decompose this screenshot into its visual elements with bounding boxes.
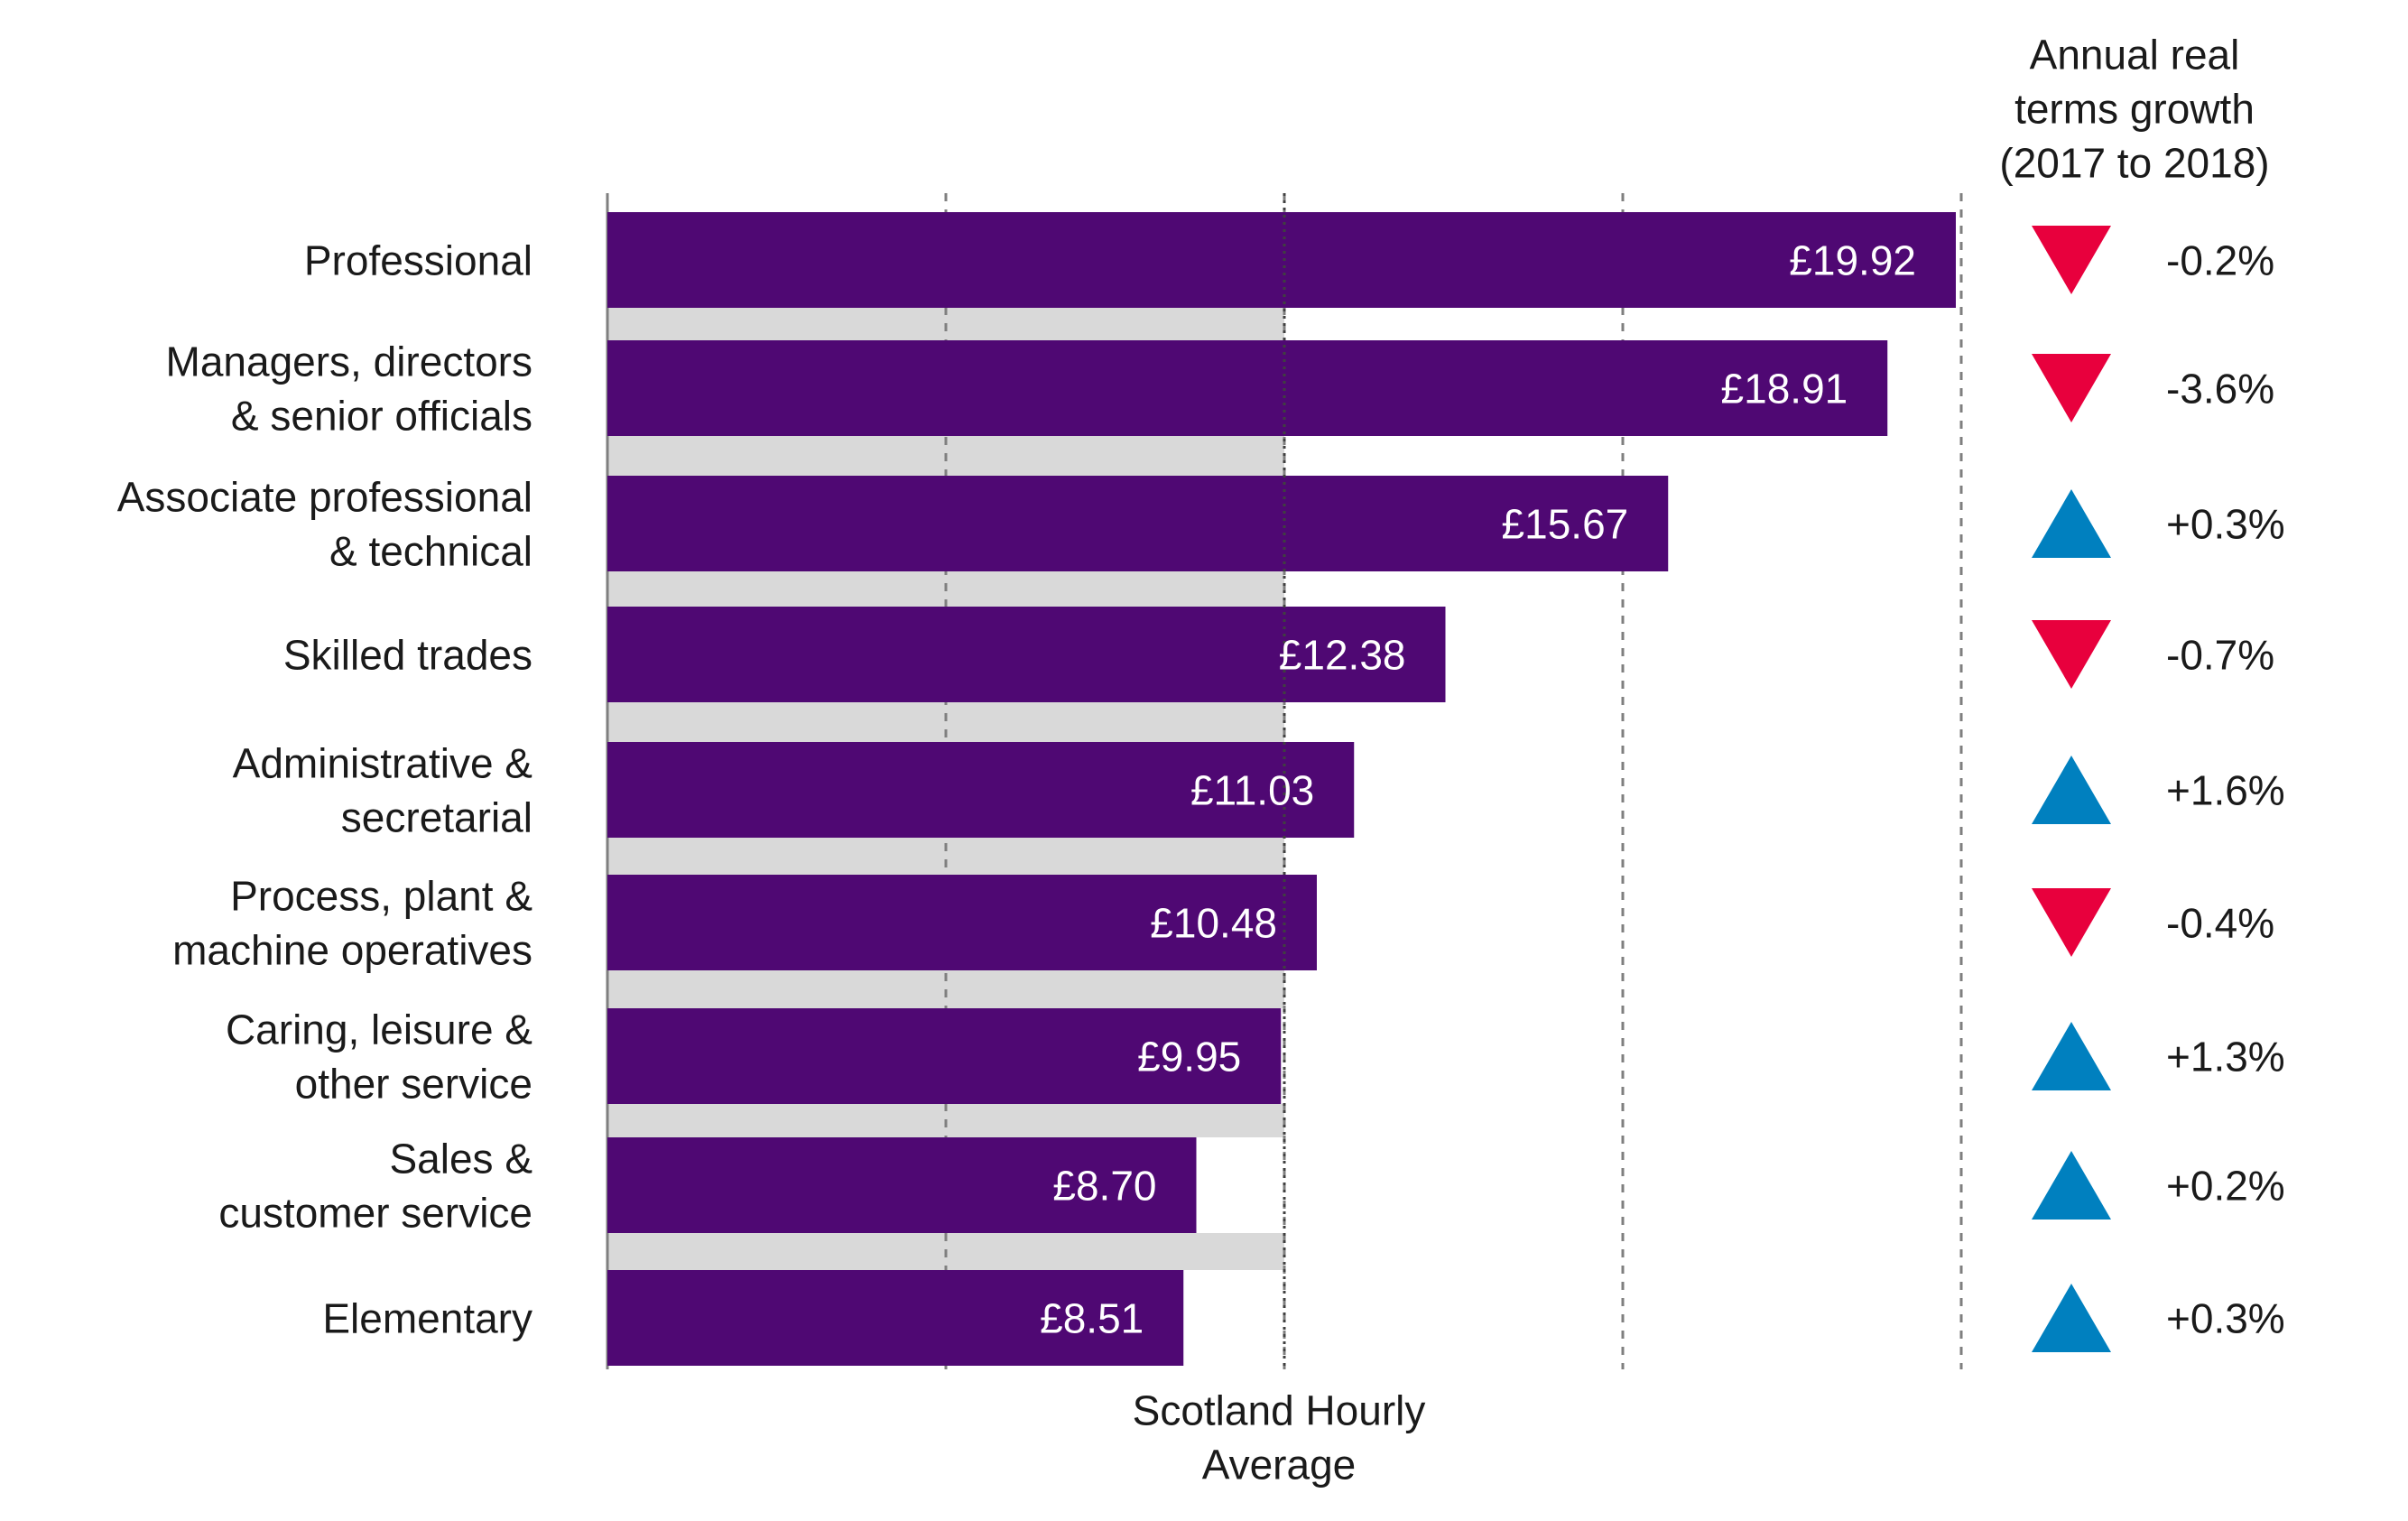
- growth-value-label: -0.7%: [2166, 632, 2274, 679]
- growth-value-label: +0.3%: [2166, 501, 2285, 548]
- growth-indicator-group: -0.2% -3.6% +0.3% -0.7% +1.6% -0.4% +1.3% +0.2%…: [2032, 226, 2285, 1352]
- bar-value-label: £8.51: [1040, 1295, 1144, 1342]
- category-label: Sales & customer service: [218, 1136, 533, 1237]
- average-label-group: Scotland Hourly Average: [1133, 1387, 1426, 1489]
- up-triangle-icon: [2032, 1151, 2111, 1220]
- bar-value-label: £12.38: [1279, 632, 1406, 679]
- value-label-group: £19.92 £18.91 £15.67 £12.38 £11.03 £10.48 £9.9…: [1040, 237, 1916, 1342]
- up-triangle-icon: [2032, 1022, 2111, 1090]
- bar-value-label: £19.92: [1789, 237, 1916, 284]
- up-triangle-icon: [2032, 756, 2111, 824]
- category-label: Process, plant & machine operatives: [172, 873, 533, 974]
- bar: [607, 476, 1669, 571]
- bar-value-label: £11.03: [1190, 767, 1314, 814]
- bar: [607, 340, 1888, 436]
- average-label: Scotland Hourly Average: [1133, 1387, 1426, 1489]
- down-triangle-icon: [2032, 226, 2111, 294]
- growth-value-label: +1.6%: [2166, 767, 2285, 814]
- up-triangle-icon: [2032, 1284, 2111, 1352]
- growth-title: Annual real terms growth (2017 to 2018): [1999, 32, 2269, 187]
- up-triangle-icon: [2032, 489, 2111, 558]
- bar: [607, 607, 1446, 702]
- growth-value-label: +0.3%: [2166, 1295, 2285, 1342]
- bar: [607, 1137, 1197, 1233]
- down-triangle-icon: [2032, 888, 2111, 957]
- growth-value-label: -0.2%: [2166, 237, 2274, 284]
- bar: [607, 742, 1355, 838]
- category-label-group: Professional Managers, directors & senior …: [117, 237, 533, 1342]
- bar-value-label: £18.91: [1721, 366, 1848, 413]
- category-label: Associate professional & technical: [117, 474, 533, 575]
- bar: [607, 1008, 1282, 1104]
- category-label: Caring, leisure & other service: [226, 1006, 533, 1108]
- category-label: Administrative & secretarial: [233, 740, 533, 841]
- bar: [607, 1270, 1184, 1366]
- growth-value-label: +1.3%: [2166, 1034, 2285, 1080]
- bar-group: [607, 212, 1956, 1366]
- bar-value-label: £15.67: [1502, 501, 1629, 548]
- category-label: Skilled trades: [283, 632, 533, 679]
- bar-value-label: £10.48: [1150, 900, 1277, 947]
- category-label: Elementary: [322, 1295, 533, 1342]
- category-label: Managers, directors & senior officials: [166, 339, 533, 440]
- average-band-group: [607, 308, 1284, 1270]
- bar: [607, 212, 1956, 308]
- bar-value-label: £9.95: [1137, 1034, 1241, 1080]
- growth-value-label: -0.4%: [2166, 900, 2274, 947]
- category-label: Professional: [304, 237, 533, 284]
- growth-value-label: -3.6%: [2166, 366, 2274, 413]
- down-triangle-icon: [2032, 620, 2111, 689]
- down-triangle-icon: [2032, 354, 2111, 422]
- growth-title-group: Annual real terms growth (2017 to 2018): [1999, 32, 2269, 187]
- growth-value-label: +0.2%: [2166, 1163, 2285, 1210]
- bar: [607, 875, 1317, 970]
- bar-value-label: £8.70: [1052, 1163, 1156, 1210]
